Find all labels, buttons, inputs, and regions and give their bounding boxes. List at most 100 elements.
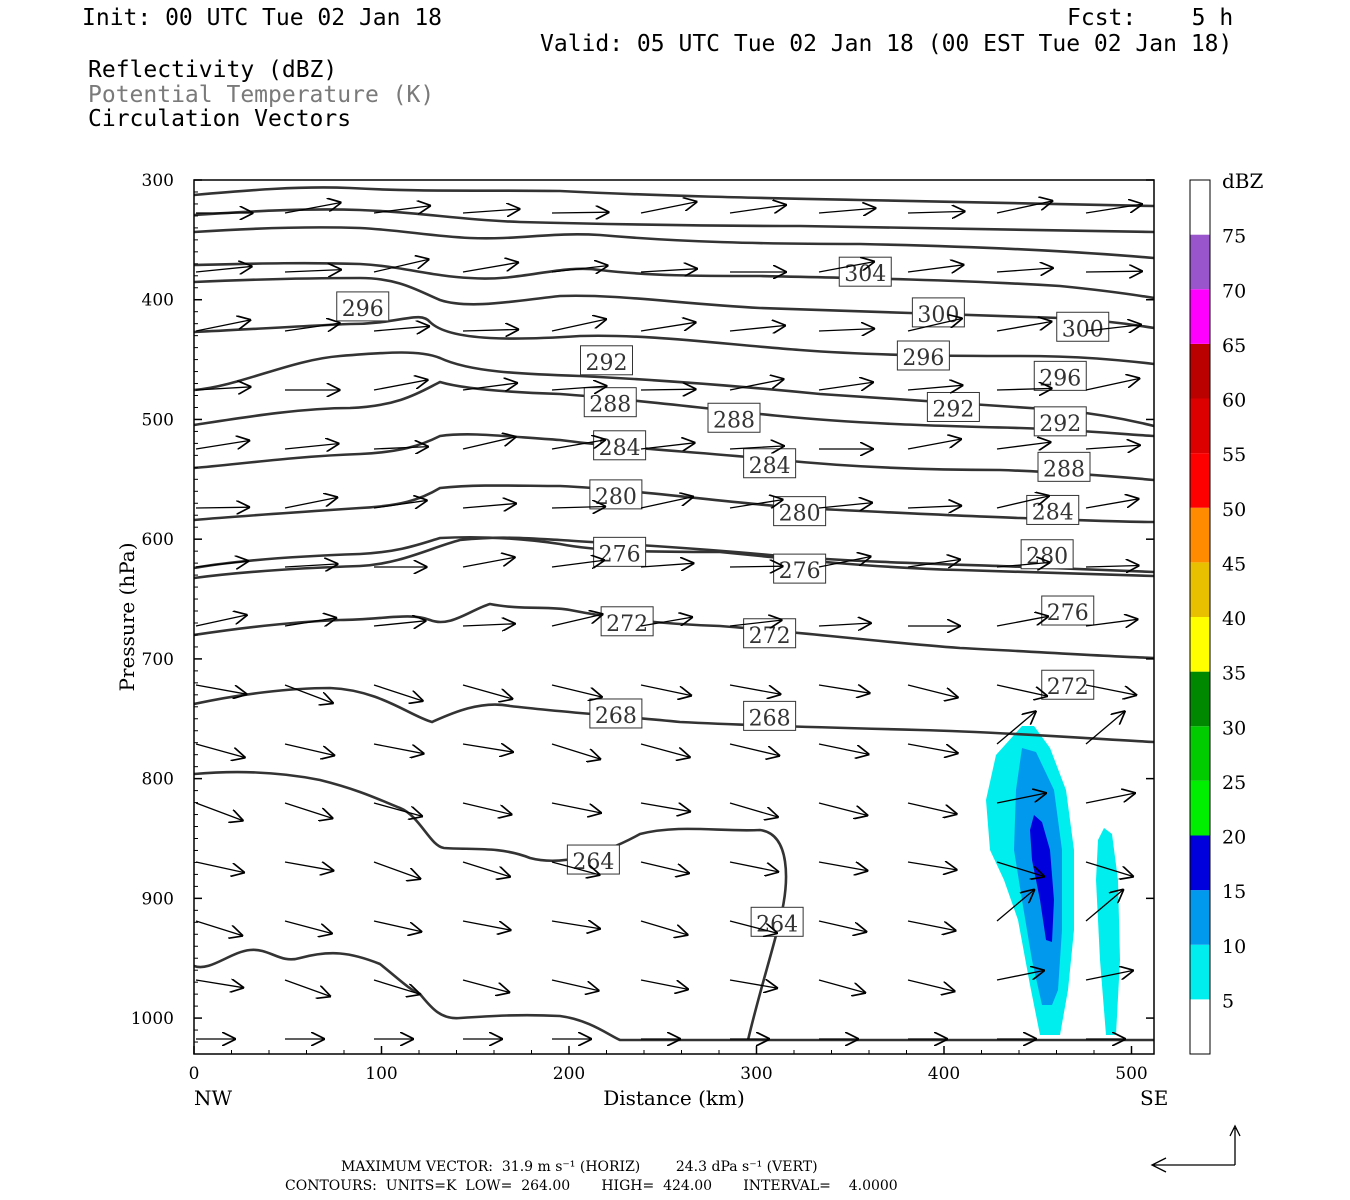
circulation-vector [818, 685, 871, 693]
theta-label: 296 [336, 291, 390, 322]
y-tick-label: 500 [142, 410, 174, 430]
circulation-vector [462, 329, 519, 331]
field-potential-temperature: Potential Temperature (K) [88, 82, 435, 108]
theta-label-text: 292 [1039, 412, 1081, 437]
colorbar-label: 20 [1222, 827, 1246, 849]
circulation-vector [907, 506, 962, 508]
circulation-vector [729, 566, 784, 567]
circulation-vector [373, 621, 427, 626]
circulation-vector [551, 861, 601, 875]
theta-label-text: 272 [1047, 675, 1089, 700]
y-axis: 300 400 500 600 700 800 900 1000 [131, 171, 1154, 1043]
colorbar-label: 55 [1222, 444, 1246, 466]
y-tick-label: 600 [142, 530, 174, 550]
theta-label-text: 284 [1032, 500, 1074, 525]
circulation-vector [284, 202, 342, 214]
colorbar-swatch [1190, 726, 1210, 781]
circulation-vector [640, 269, 698, 272]
circulation-vector [373, 861, 421, 879]
circulation-vector [551, 921, 601, 929]
circulation-vector [907, 318, 963, 332]
colorbar-swatch [1190, 671, 1210, 727]
colorbar-swatch [1190, 180, 1210, 235]
circulation-vector [373, 920, 422, 932]
circulation-vector [818, 208, 876, 213]
circulation-vector [996, 970, 1045, 981]
theta-label: 280 [589, 479, 643, 510]
circulation-vector [551, 614, 604, 627]
circulation-vector [729, 684, 781, 694]
circulation-vector [1085, 970, 1134, 981]
circulation-vector [640, 684, 692, 696]
y-tick-label: 700 [142, 650, 174, 670]
circulation-vector [462, 802, 513, 815]
colorbar-swatch [1190, 453, 1210, 508]
colorbar-swatch [1190, 835, 1210, 891]
circulation-vector [818, 262, 875, 273]
theta-label: 300 [1056, 311, 1110, 342]
x-tick-label: 300 [740, 1064, 772, 1084]
circulation-vector [729, 861, 779, 872]
circulation-vector [284, 743, 335, 756]
circulation-vector [640, 443, 696, 449]
theta-label: 284 [1026, 494, 1080, 525]
max-vector-note: MAXIMUM VECTOR: 31.9 m s⁻¹ (HORIZ) 24.3 … [341, 1159, 818, 1175]
colorbar-swatch [1190, 398, 1210, 454]
colorbar-swatch [1190, 234, 1210, 290]
circulation-vector [195, 320, 251, 332]
circulation-vector [284, 861, 334, 871]
circulation-vector [729, 325, 786, 331]
theta-label: 264 [566, 844, 620, 875]
circulation-vector [373, 802, 423, 817]
circulation-vector [818, 556, 872, 568]
circulation-vector [551, 684, 603, 697]
circulation-vector [818, 979, 866, 993]
y-tick-label: 300 [142, 171, 174, 191]
circulation-vector [551, 507, 606, 509]
circulation-vector [462, 383, 518, 390]
circulation-vector [284, 323, 341, 331]
circulation-vector [996, 861, 1045, 877]
circulation-vector [640, 979, 689, 990]
theta-label: 296 [896, 340, 950, 371]
circulation-vector [195, 440, 250, 450]
colorbar-frame [1189, 179, 1211, 1055]
colorbar-label: 5 [1222, 990, 1234, 1012]
y-tick-label: 800 [142, 770, 174, 790]
theta-label-text: 296 [902, 346, 944, 371]
circulation-vector [373, 447, 429, 449]
circulation-vector [818, 920, 867, 932]
circulation-vector [1085, 325, 1142, 331]
theta-label: 276 [593, 536, 647, 567]
circulation-vector [1085, 445, 1141, 449]
x-end-label-se: SE [1140, 1086, 1168, 1110]
x-tick-label: 100 [365, 1064, 397, 1084]
circulation-vector [462, 920, 512, 930]
circulation-vector [640, 322, 697, 332]
circulation-vector [729, 379, 785, 391]
theta-label-text: 280 [779, 502, 821, 527]
theta-label-text: 276 [599, 542, 641, 567]
circulation-vector [551, 212, 610, 213]
theta-label-text: 296 [1039, 366, 1081, 391]
reference-vector [1150, 1124, 1241, 1173]
theta-label-text: 268 [595, 704, 637, 729]
circulation-vector [551, 743, 601, 759]
theta-label: 276 [773, 553, 827, 584]
theta-label: 296 [1033, 360, 1087, 391]
circulation-vector [551, 266, 609, 273]
circulation-vector [373, 259, 430, 273]
circulation-vector [640, 861, 690, 874]
theta-label-text: 276 [1047, 601, 1089, 626]
circulation-vector [1085, 889, 1124, 922]
colorbar-swatch [1190, 343, 1210, 399]
theta-label-text: 288 [713, 408, 755, 433]
circulation-vector [907, 439, 962, 450]
colorbar-label: 40 [1222, 608, 1246, 630]
theta-label-text: 276 [779, 559, 821, 584]
circulation-vector [195, 387, 252, 390]
theta-label: 292 [580, 345, 633, 376]
circulation-vector [729, 802, 779, 817]
circulation-vector [1085, 499, 1140, 509]
circulation-vector [996, 201, 1053, 214]
